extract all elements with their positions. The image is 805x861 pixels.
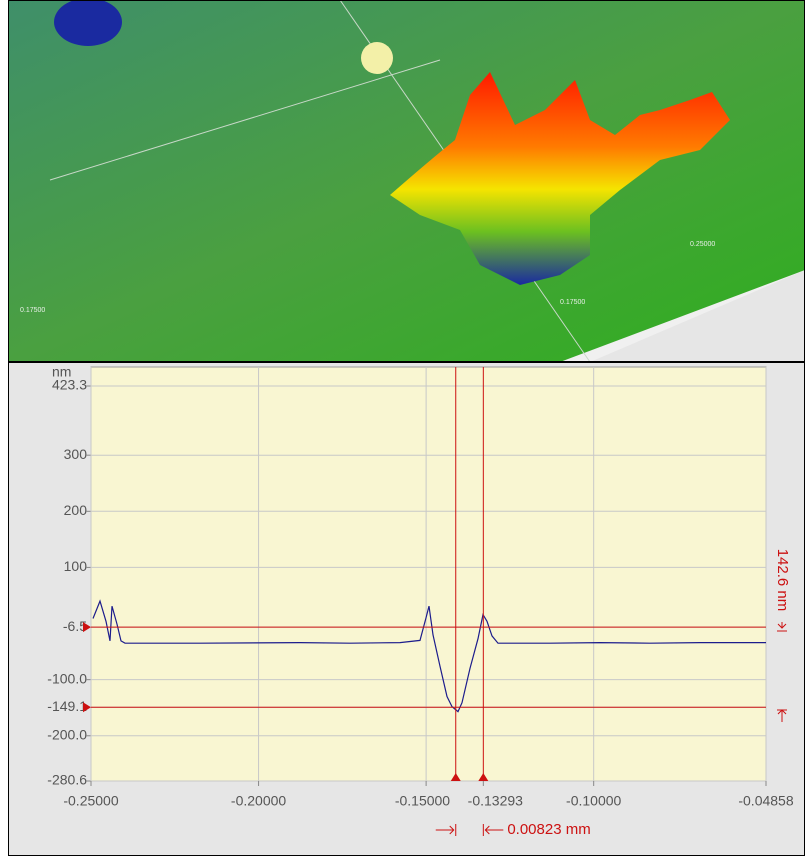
y-tick-label: -149.1: [47, 698, 87, 714]
surface-crosshair: [49, 59, 441, 181]
y-tick-label: 200: [64, 502, 88, 518]
plot-area: [90, 366, 767, 782]
surface-pit: [54, 0, 122, 46]
y-tick-label: 423.3: [52, 377, 87, 393]
x-tick-label: -0.13293: [468, 793, 523, 809]
surface-label: 0.17500: [560, 299, 585, 306]
surface-side: [590, 270, 805, 362]
surface-peak: [390, 72, 730, 285]
width-arrow: [435, 824, 457, 836]
height-arrow: [777, 622, 787, 632]
y-tick-label: -200.0: [47, 726, 87, 742]
cursor-handle: [478, 773, 489, 781]
width-difference: 0.00823 mm: [507, 821, 590, 838]
x-tick-label: -0.10000: [566, 793, 621, 809]
surface-label: 0.25000: [690, 241, 715, 248]
surface-label: 0.17500: [20, 307, 45, 314]
height-arrow: [777, 709, 787, 722]
surface-marker: [361, 42, 393, 74]
width-arrow: [482, 824, 504, 836]
y-tick-label: -6.5: [63, 618, 87, 634]
y-tick-label: -280.6: [47, 772, 87, 788]
cursor-handle: [83, 622, 91, 633]
y-tick-label: 300: [64, 446, 88, 462]
height-difference: 142.6 nm: [774, 549, 791, 612]
cursor-handle: [450, 773, 461, 781]
surface-view: 0.17500 0.25000 0.17500: [8, 0, 805, 363]
x-tick-label: -0.04858: [738, 793, 793, 809]
y-tick-label: 100: [64, 558, 88, 574]
x-tick-label: -0.20000: [231, 793, 286, 809]
y-tick-label: -100.0: [47, 670, 87, 686]
x-tick-label: -0.15000: [395, 793, 450, 809]
x-tick-label: -0.25000: [63, 793, 118, 809]
y-unit: nm: [52, 364, 71, 380]
cursor-handle: [83, 702, 91, 713]
